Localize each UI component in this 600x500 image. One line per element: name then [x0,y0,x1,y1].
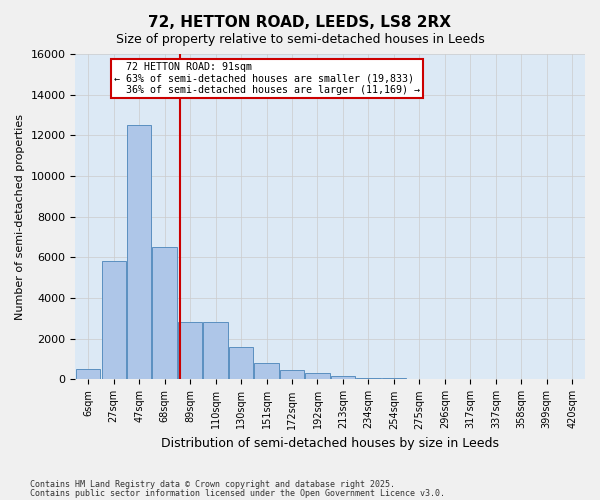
Bar [203,322,227,380]
Bar [356,378,380,380]
Text: 72 HETTON ROAD: 91sqm  
← 63% of semi-detached houses are smaller (19,833)
  36%: 72 HETTON ROAD: 91sqm ← 63% of semi-deta… [113,62,419,96]
X-axis label: Distribution of semi-detached houses by size in Leeds: Distribution of semi-detached houses by … [161,437,499,450]
Y-axis label: Number of semi-detached properties: Number of semi-detached properties [15,114,25,320]
Bar [76,370,100,380]
Bar [178,322,202,380]
Text: 72, HETTON ROAD, LEEDS, LS8 2RX: 72, HETTON ROAD, LEEDS, LS8 2RX [149,15,452,30]
Bar [305,374,329,380]
Text: Contains public sector information licensed under the Open Government Licence v3: Contains public sector information licen… [30,488,445,498]
Bar [382,378,406,380]
Bar [254,363,278,380]
Bar [280,370,304,380]
Text: Size of property relative to semi-detached houses in Leeds: Size of property relative to semi-detach… [116,32,484,46]
Bar [331,376,355,380]
Bar [229,347,253,380]
Bar [101,262,126,380]
Text: Contains HM Land Registry data © Crown copyright and database right 2025.: Contains HM Land Registry data © Crown c… [30,480,395,489]
Bar [127,125,151,380]
Bar [152,247,176,380]
